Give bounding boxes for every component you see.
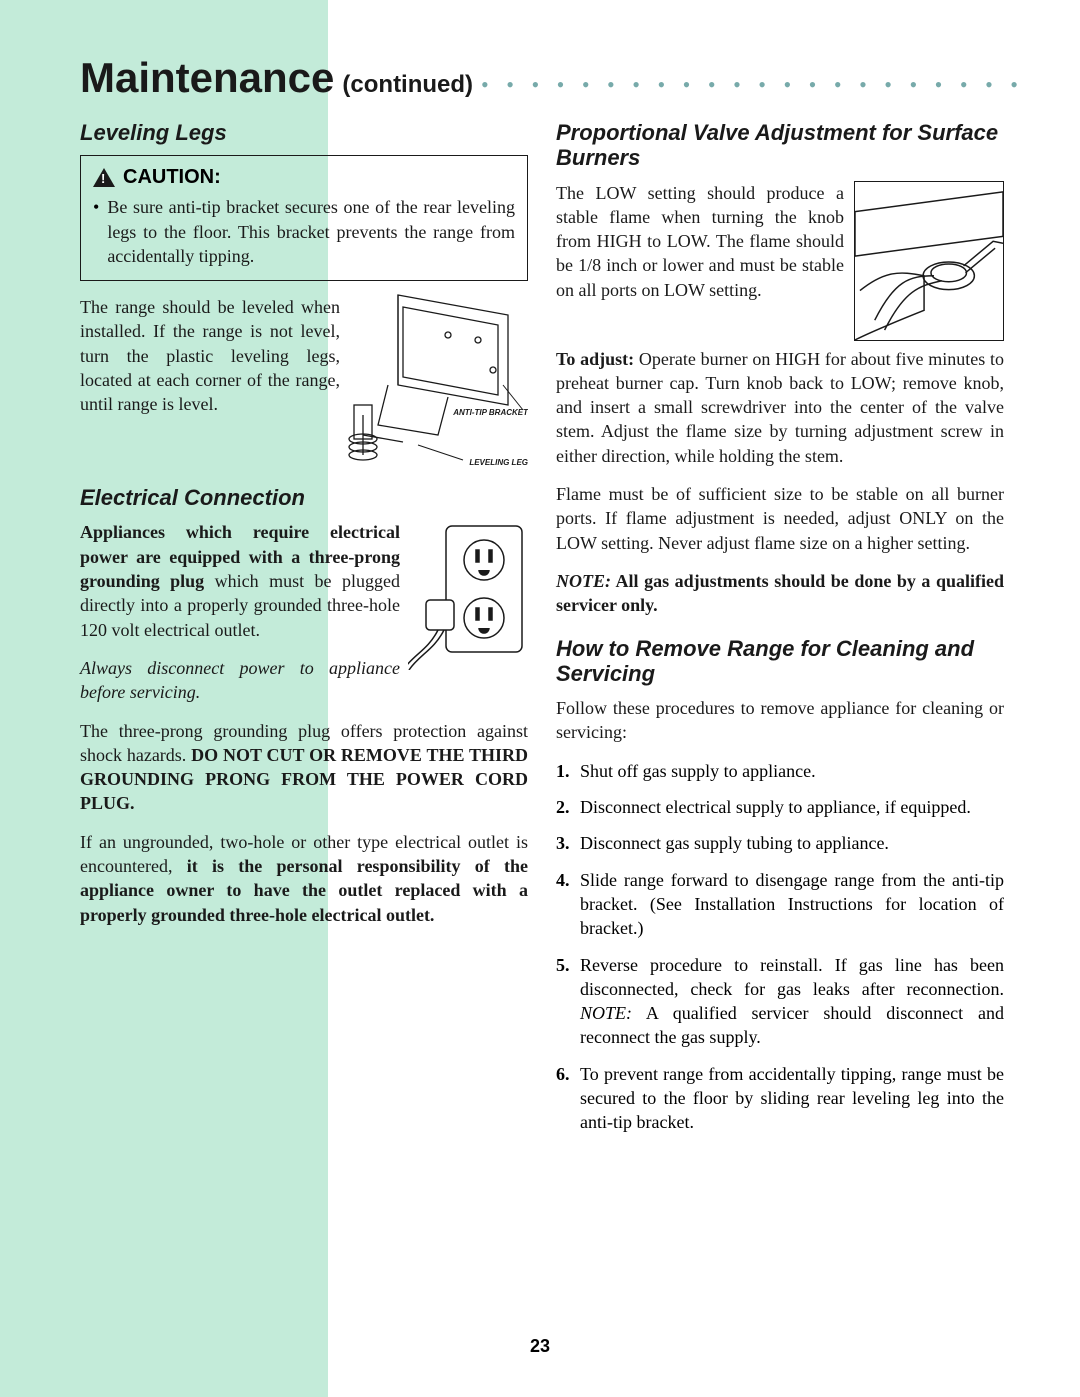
remove-heading: How to Remove Range for Cleaning and Ser… — [556, 636, 1004, 687]
electrical-p1: Appliances which require electrical powe… — [80, 520, 528, 704]
valve-heading: Proportional Valve Adjustment for Surfac… — [556, 120, 1004, 171]
leveling-para-wrap: The range should be leveled when install… — [80, 295, 528, 475]
left-column: Leveling Legs CAUTION: • Be sure anti-ti… — [80, 120, 528, 1147]
bullet-dot-icon: • — [93, 195, 99, 268]
valve-p2: To adjust: Operate burner on HIGH for ab… — [556, 347, 1004, 468]
valve-note-rest: All gas adjustments should be done by a … — [556, 571, 1004, 615]
caution-box: CAUTION: • Be sure anti-tip bracket secu… — [80, 155, 528, 281]
electrical-p3: The three-prong grounding plug offers pr… — [80, 719, 528, 816]
valve-note-lead: NOTE: — [556, 571, 611, 591]
valve-p1: The LOW setting should produce a stable … — [556, 183, 844, 300]
step-5-text: Reverse procedure to reinstall. If gas l… — [580, 955, 1004, 999]
leveling-text: The range should be leveled when install… — [80, 295, 340, 416]
step-4: Slide range forward to disengage range f… — [556, 868, 1004, 941]
fig-label-leg: LEVELING LEG — [469, 458, 528, 467]
outlet-figure — [408, 520, 528, 670]
page-title-suffix: (continued) — [342, 71, 473, 99]
step-5-note-rest: A qualified servicer should disconnect a… — [580, 1003, 1004, 1047]
step-6: To prevent range from accidentally tippi… — [556, 1062, 1004, 1135]
valve-adjust-figure — [854, 181, 1004, 341]
caution-header: CAUTION: — [93, 166, 515, 189]
anti-tip-bracket-figure: ANTI-TIP BRACKET LEVELING LEG — [328, 285, 528, 475]
step-2: Disconnect electrical supply to applianc… — [556, 795, 1004, 819]
step-3: Disconnect gas supply tubing to applianc… — [556, 831, 1004, 855]
electrical-heading: Electrical Connection — [80, 485, 528, 510]
valve-note: NOTE: All gas adjustments should be done… — [556, 569, 1004, 618]
fig-label-bracket: ANTI-TIP BRACKET — [452, 408, 528, 417]
page-title: Maintenance — [80, 54, 334, 102]
valve-p2-lead: To adjust: — [556, 349, 634, 369]
title-row: Maintenance (continued) • • • • • • • • … — [80, 54, 1020, 102]
valve-p1-wrap: The LOW setting should produce a stable … — [556, 181, 1004, 302]
title-dots: • • • • • • • • • • • • • • • • • • • • … — [481, 72, 1020, 98]
remove-intro: Follow these procedures to remove applia… — [556, 696, 1004, 745]
warning-triangle-icon — [93, 168, 115, 187]
electrical-p4: If an ungrounded, two-hole or other type… — [80, 830, 528, 927]
right-column: Proportional Valve Adjustment for Surfac… — [556, 120, 1004, 1147]
step-5: Reverse procedure to reinstall. If gas l… — [556, 953, 1004, 1050]
caution-text: Be sure anti-tip bracket secures one of … — [107, 195, 515, 268]
page-number: 23 — [530, 1336, 550, 1357]
step-5-note-lead: NOTE: — [580, 1003, 632, 1023]
valve-p3: Flame must be of sufficient size to be s… — [556, 482, 1004, 555]
page-content: Maintenance (continued) • • • • • • • • … — [80, 54, 1020, 1147]
leveling-heading: Leveling Legs — [80, 120, 528, 145]
two-column-layout: Leveling Legs CAUTION: • Be sure anti-ti… — [80, 120, 1020, 1147]
remove-steps-list: Shut off gas supply to appliance. Discon… — [556, 759, 1004, 1135]
caution-bullet: • Be sure anti-tip bracket secures one o… — [93, 195, 515, 268]
step-1: Shut off gas supply to appliance. — [556, 759, 1004, 783]
caution-label: CAUTION: — [123, 166, 221, 189]
